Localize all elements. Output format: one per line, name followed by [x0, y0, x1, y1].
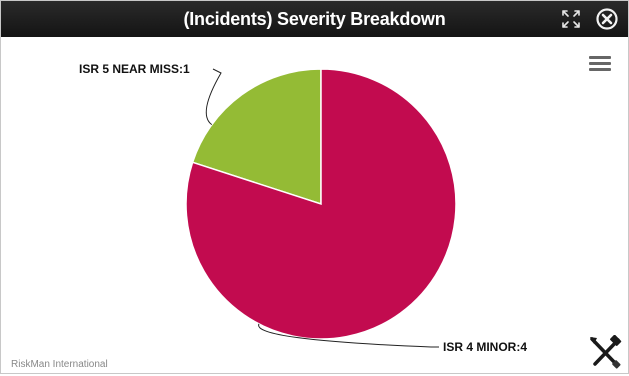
pie-chart: ISR 5 NEAR MISS:1 ISR 4 MINOR:4 — [79, 62, 527, 354]
tools-icon[interactable] — [587, 334, 623, 371]
slice-data-label: ISR 5 NEAR MISS:1 — [79, 62, 190, 76]
slice-connector-line — [205, 68, 222, 126]
expand-icon[interactable] — [559, 7, 583, 31]
widget-titlebar: (Incidents) Severity Breakdown — [1, 1, 628, 37]
chart-credit: RiskMan International — [11, 359, 108, 370]
hamburger-menu-icon[interactable] — [589, 56, 611, 74]
widget-title: (Incidents) Severity Breakdown — [183, 9, 446, 29]
slice-data-label: ISR 4 MINOR:4 — [443, 340, 527, 354]
pie-slice[interactable] — [191, 68, 322, 206]
slice-connector-line — [258, 323, 439, 348]
pie-slice[interactable] — [185, 68, 457, 340]
close-icon[interactable] — [595, 7, 619, 31]
